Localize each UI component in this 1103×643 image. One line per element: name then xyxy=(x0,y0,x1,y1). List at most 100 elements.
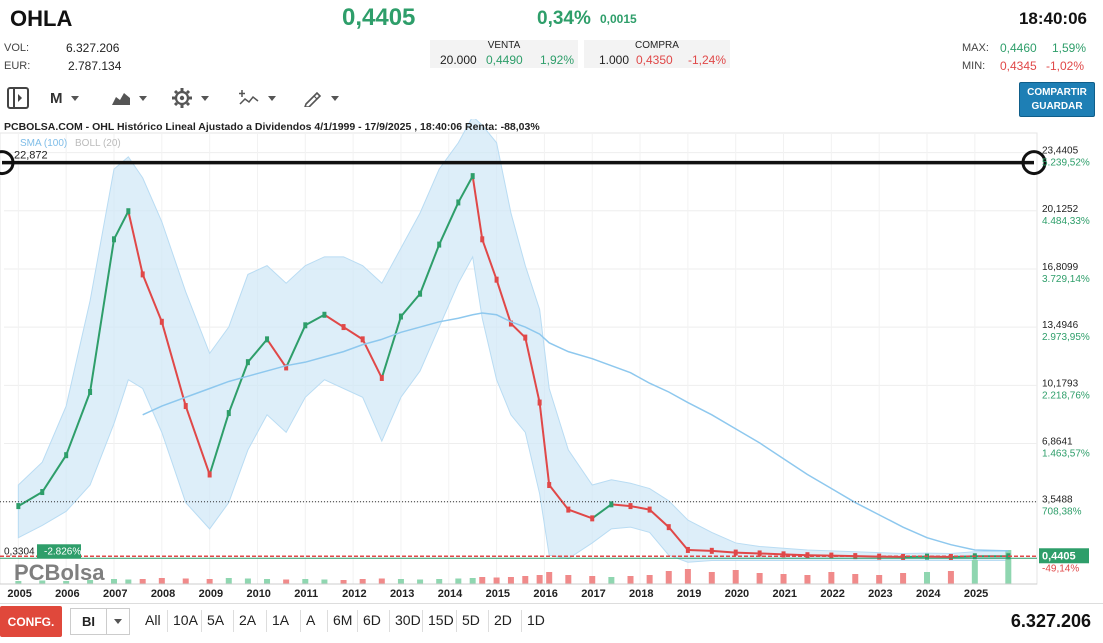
price-segment xyxy=(380,316,402,379)
price-point xyxy=(111,236,116,243)
total-volume: 6.327.206 xyxy=(1010,611,1091,631)
chart-type-selector[interactable] xyxy=(111,85,147,111)
range-button-30d[interactable]: 30D xyxy=(395,612,421,628)
price-segment xyxy=(538,402,551,486)
base-line-badge xyxy=(37,544,81,559)
x-axis-label: 2005 xyxy=(7,588,31,600)
volume-bar xyxy=(87,580,94,584)
price-point xyxy=(226,410,231,417)
period-selector[interactable]: M xyxy=(50,85,79,111)
price-chart[interactable]: 22,872 0,3304 -2.826% 23,4405 5.239,52% 20,12… xyxy=(0,115,1103,601)
period-label: M xyxy=(50,89,63,107)
base-line-label: 0,3304 xyxy=(4,546,35,557)
range-button-15d[interactable]: 15D xyxy=(428,612,454,628)
price-point xyxy=(379,374,384,381)
indicators-selector[interactable] xyxy=(238,85,276,111)
range-button-2a[interactable]: 2A xyxy=(239,612,257,628)
buy-qty: 1.000 xyxy=(599,53,630,67)
price-point xyxy=(303,322,308,329)
price-point xyxy=(628,503,633,510)
min-percent: -1,02% xyxy=(1046,59,1085,73)
price-point xyxy=(418,290,423,297)
min-label: MIN: xyxy=(962,60,986,72)
volume-bar xyxy=(708,572,715,584)
price-segment xyxy=(711,549,736,554)
current-price-axis-label: 0,4405 xyxy=(1042,550,1076,562)
chevron-down-icon xyxy=(268,95,276,101)
volume-bar xyxy=(756,573,763,584)
price-point xyxy=(360,336,365,343)
x-axis-label: 2011 xyxy=(294,588,318,600)
price-segment xyxy=(361,338,383,379)
range-button-a[interactable]: A xyxy=(306,612,316,628)
pencil-icon xyxy=(304,91,322,107)
range-button-5d[interactable]: 5D xyxy=(462,612,480,628)
sell-price: 0,4490 xyxy=(486,53,523,67)
range-button-6d[interactable]: 6D xyxy=(363,612,381,628)
volume-bar xyxy=(732,570,739,584)
x-axis-label: 2014 xyxy=(438,588,463,600)
price-segment xyxy=(419,244,441,295)
range-button-10a[interactable]: 10A xyxy=(173,612,198,628)
price-segment xyxy=(548,484,570,511)
bi-selector[interactable]: BI xyxy=(70,608,130,635)
save-label: GUARDAR xyxy=(1031,101,1083,112)
panel-toggle-button[interactable] xyxy=(6,85,30,111)
volume-bar xyxy=(522,576,529,584)
volume-bar xyxy=(479,577,486,584)
range-button-1d[interactable]: 1D xyxy=(527,612,545,628)
drawing-tools-selector[interactable] xyxy=(303,85,339,111)
price-point xyxy=(341,324,346,331)
change-percent: 0,34% xyxy=(537,8,591,29)
range-button-5a[interactable]: 5A xyxy=(207,612,225,628)
price-segment xyxy=(667,526,689,551)
volume-bar xyxy=(876,575,883,584)
watermark-logo: PCBolsa xyxy=(14,560,105,585)
range-button-2d[interactable]: 2D xyxy=(494,612,512,628)
volume-bar xyxy=(646,575,653,584)
price-segment xyxy=(438,202,460,245)
sell-qty: 20.000 xyxy=(440,53,477,67)
range-button-all[interactable]: All xyxy=(145,612,161,628)
settings-selector[interactable] xyxy=(171,85,209,111)
price-point xyxy=(207,471,212,478)
volume-bar xyxy=(947,571,954,584)
volume-bar xyxy=(264,579,271,584)
volume-bar xyxy=(283,579,290,584)
price-point xyxy=(757,550,762,557)
price-axis-label: 16,8099 xyxy=(1042,262,1079,273)
x-axis-label: 2008 xyxy=(151,588,175,600)
volume-bar xyxy=(321,579,328,584)
x-axis-label: 2023 xyxy=(868,588,892,600)
range-separator xyxy=(422,610,423,632)
config-button[interactable]: CONFG. xyxy=(0,606,62,637)
range-separator xyxy=(233,610,234,632)
share-save-button[interactable]: COMPARTIR GUARDAR xyxy=(1019,82,1095,117)
volume-bar xyxy=(15,581,22,584)
range-button-1a[interactable]: 1A xyxy=(272,612,290,628)
price-segment xyxy=(524,337,541,403)
chevron-down-icon xyxy=(201,95,209,101)
price-point xyxy=(437,241,442,248)
price-point xyxy=(88,389,93,395)
price-axis-label: 3,5488 xyxy=(1042,495,1073,506)
volume-bar xyxy=(63,581,70,584)
volume-bar xyxy=(397,579,404,584)
volume-bar xyxy=(206,579,213,584)
max-value: 0,4460 xyxy=(1000,41,1037,55)
eur-label: EUR: xyxy=(4,60,31,72)
price-axis-label: 6,8641 xyxy=(1042,437,1073,448)
price-point xyxy=(709,547,714,554)
volume-bar xyxy=(780,574,787,584)
chevron-down-icon xyxy=(139,95,147,101)
price-axis-label: 20,1252 xyxy=(1042,204,1079,215)
price-axis-label: 10,1793 xyxy=(1042,378,1079,389)
volume-bar xyxy=(589,576,596,584)
buy-title: COMPRA xyxy=(635,40,679,51)
price-segment xyxy=(89,239,115,393)
range-separator xyxy=(266,610,267,632)
range-button-6m[interactable]: 6M xyxy=(333,612,353,628)
price-point xyxy=(245,359,250,366)
price-point xyxy=(805,552,810,559)
